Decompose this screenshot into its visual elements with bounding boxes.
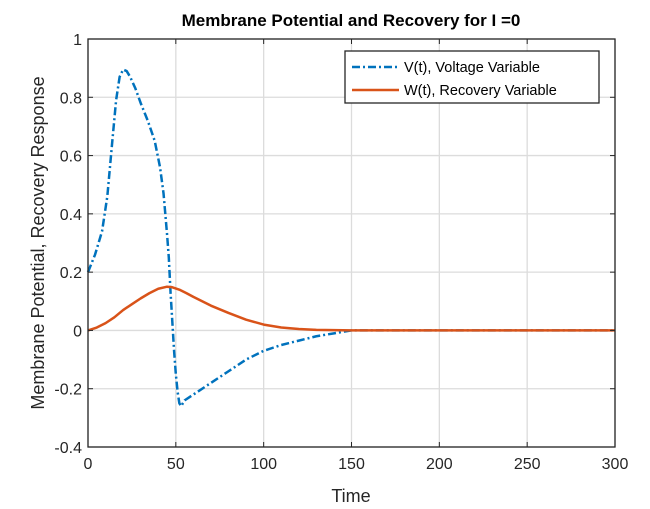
series-line-recovery bbox=[87, 285, 615, 332]
chart-title: Membrane Potential and Recovery for I =0 bbox=[182, 11, 521, 30]
x-tick-label: 100 bbox=[250, 456, 277, 473]
y-tick-label: 0.8 bbox=[60, 90, 82, 107]
legend-label-voltage: V(t), Voltage Variable bbox=[404, 60, 540, 76]
x-tick-label: 300 bbox=[602, 456, 629, 473]
y-tick-label: 0.4 bbox=[60, 207, 82, 224]
y-tick-label: 0.2 bbox=[60, 265, 82, 282]
x-tick-label: 0 bbox=[84, 456, 93, 473]
ticks: 0 50 100 150 200 250 300 -0.4 -0.2 0 0.2 0.4 0.6 0.8 1 bbox=[54, 32, 628, 473]
legend: V(t), Voltage Variable W(t), Recovery Va… bbox=[344, 50, 600, 104]
x-tick-label: 200 bbox=[426, 456, 453, 473]
series-line-voltage bbox=[86, 68, 615, 408]
x-tick-label: 150 bbox=[338, 456, 365, 473]
x-tick-label: 250 bbox=[514, 456, 541, 473]
y-tick-label: 1 bbox=[73, 32, 82, 49]
x-tick-label: 50 bbox=[167, 456, 185, 473]
series-layer bbox=[86, 68, 615, 408]
x-axis-label: Time bbox=[331, 486, 370, 506]
y-tick-label: 0.6 bbox=[60, 149, 82, 166]
legend-box bbox=[344, 50, 600, 104]
y-tick-label: -0.2 bbox=[54, 382, 82, 399]
y-tick-label: -0.4 bbox=[54, 440, 82, 457]
legend-label-recovery: W(t), Recovery Variable bbox=[404, 83, 557, 99]
y-tick-label: 0 bbox=[73, 323, 82, 340]
y-axis-label: Membrane Potential, Recovery Response bbox=[28, 76, 48, 409]
